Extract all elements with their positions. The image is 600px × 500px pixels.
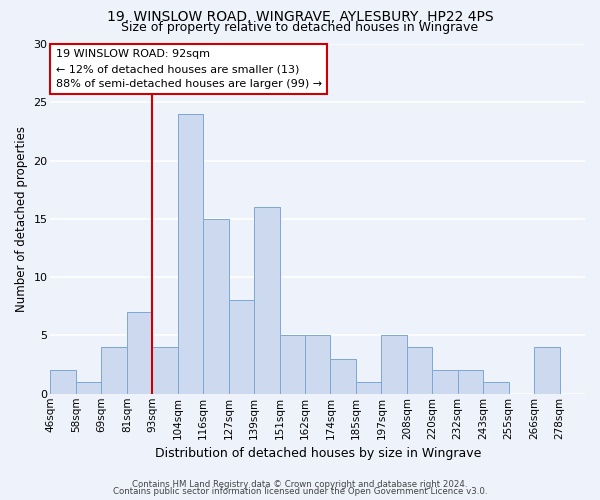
Bar [127, 312, 152, 394]
Bar [382, 336, 407, 394]
Bar [356, 382, 382, 394]
Y-axis label: Number of detached properties: Number of detached properties [15, 126, 28, 312]
Bar [432, 370, 458, 394]
Text: Contains public sector information licensed under the Open Government Licence v3: Contains public sector information licen… [113, 488, 487, 496]
Bar [280, 336, 305, 394]
Bar [407, 347, 432, 394]
Bar [331, 359, 356, 394]
Bar [178, 114, 203, 394]
Bar [203, 219, 229, 394]
X-axis label: Distribution of detached houses by size in Wingrave: Distribution of detached houses by size … [155, 447, 481, 460]
Bar [534, 347, 560, 394]
Text: 19 WINSLOW ROAD: 92sqm
← 12% of detached houses are smaller (13)
88% of semi-det: 19 WINSLOW ROAD: 92sqm ← 12% of detached… [56, 49, 322, 89]
Bar [101, 347, 127, 394]
Bar [152, 347, 178, 394]
Bar [50, 370, 76, 394]
Text: Contains HM Land Registry data © Crown copyright and database right 2024.: Contains HM Land Registry data © Crown c… [132, 480, 468, 489]
Bar [458, 370, 483, 394]
Bar [229, 300, 254, 394]
Text: Size of property relative to detached houses in Wingrave: Size of property relative to detached ho… [121, 21, 479, 34]
Text: 19, WINSLOW ROAD, WINGRAVE, AYLESBURY, HP22 4PS: 19, WINSLOW ROAD, WINGRAVE, AYLESBURY, H… [107, 10, 493, 24]
Bar [76, 382, 101, 394]
Bar [305, 336, 331, 394]
Bar [254, 207, 280, 394]
Bar [483, 382, 509, 394]
